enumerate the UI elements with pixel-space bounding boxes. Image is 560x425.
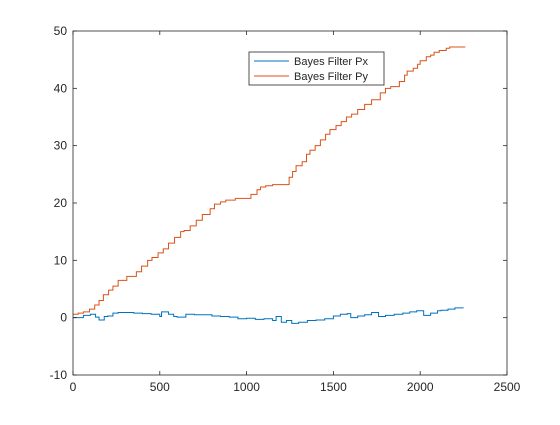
legend: Bayes Filter Px Bayes Filter Py: [248, 51, 385, 86]
x-tick-label: 500: [150, 380, 170, 394]
y-tick-label: 40: [54, 81, 68, 95]
x-tick-label: 2500: [494, 380, 521, 394]
y-tick-label: -10: [50, 368, 68, 382]
y-tick-label: 50: [54, 24, 68, 38]
x-tick-label: 1000: [233, 380, 260, 394]
legend-label: Bayes Filter Py: [294, 71, 368, 83]
series-layer: [73, 46, 466, 324]
y-tick-label: 0: [60, 311, 67, 325]
y-tick-label: 10: [54, 253, 68, 267]
series-line-px: [73, 307, 464, 324]
legend-label: Bayes Filter Px: [294, 56, 368, 68]
x-tick-label: 1500: [320, 380, 347, 394]
x-tick-label: 2000: [407, 380, 434, 394]
x-tick-label: 0: [70, 380, 77, 394]
y-tick-label: 30: [54, 139, 68, 153]
series-line-py: [73, 46, 466, 315]
legend-box: [248, 51, 385, 86]
plot-area: [73, 31, 507, 375]
y-tick-label: 20: [54, 196, 68, 210]
